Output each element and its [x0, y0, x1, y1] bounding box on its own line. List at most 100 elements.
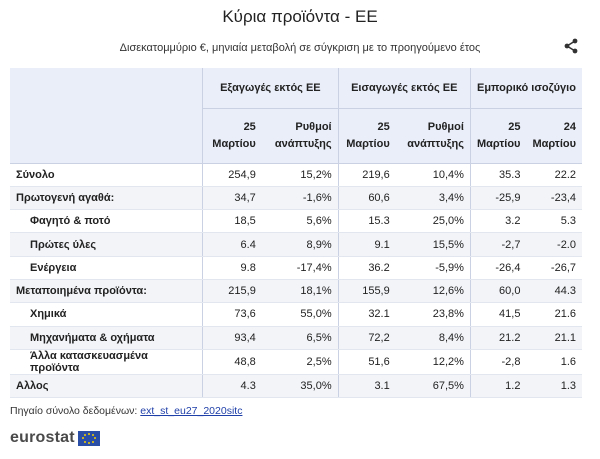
row-label: Ενέργεια: [10, 256, 203, 280]
row-value: 51,6: [337, 349, 396, 375]
row-value: 6,5%: [261, 326, 339, 350]
row-value: 215,9: [202, 279, 262, 304]
row-value: 18,1%: [261, 279, 339, 304]
row-value: 34,7: [202, 186, 262, 211]
row-value: 8,9%: [261, 232, 339, 257]
col-header: 25 Μαρτίου: [469, 108, 527, 163]
row-value: 25,0%: [395, 209, 471, 234]
page-subtitle: Δισεκατομμύριο €, μηνιαία μεταβολή σε σύ…: [119, 42, 481, 54]
eu-flag-icon: [77, 430, 100, 446]
table-row: Μεταποιημένα προϊόντα: 215,9 18,1% 155,9 12,…: [10, 279, 582, 304]
row-label: Μηχανήματα & οχήματα: [10, 326, 203, 350]
row-value: 15.3: [337, 209, 396, 234]
row-value: 12,2%: [395, 349, 471, 375]
row-value: -2,8: [469, 349, 527, 375]
row-value: 41,5: [469, 302, 527, 327]
table-row: Άλλα κατασκευασμένα προϊόντα 48,8 2,5% 51,6…: [10, 349, 582, 375]
row-value: 48,8: [202, 349, 262, 375]
table-row: Φαγητό & ποτό 18,5 5,6% 15.3 25,0% 3.2 5.3: [10, 209, 582, 234]
row-value: 155,9: [337, 279, 396, 304]
trade-table: Εξαγωγές εκτός ΕΕ Εισαγωγές εκτός ΕΕ Εμπ…: [10, 68, 582, 399]
row-label: Χημικά: [10, 302, 203, 327]
table-row: Χημικά 73,6 55,0% 32.1 23,8% 41,5 21.6: [10, 302, 582, 327]
row-value: 1.6: [526, 349, 582, 375]
row-value: 9.1: [337, 232, 396, 257]
source-label: Πηγαίο σύνολο δεδομένων:: [10, 405, 138, 417]
row-value: -26,7: [526, 256, 582, 280]
row-value: 93,4: [202, 326, 262, 350]
col-header: 25 Μαρτίου: [202, 108, 262, 163]
row-value: 3.2: [469, 209, 527, 234]
row-value: 55,0%: [261, 302, 339, 327]
row-label: Μεταποιημένα προϊόντα:: [10, 279, 203, 304]
row-value: 35,0%: [261, 374, 339, 399]
table-row: Μηχανήματα & οχήματα 93,4 6,5% 72,2 8,4% 21.2…: [10, 326, 582, 350]
table-row: Αλλος 4.3 35,0% 3.1 67,5% 1.2 1.3: [10, 374, 582, 399]
row-value: 22.2: [526, 162, 582, 187]
table-row: Πρώτες ύλες 6.4 8,9% 9.1 15,5% -2,7 -2.0: [10, 232, 582, 257]
row-value: 10,4%: [395, 162, 471, 187]
group-exports-header: Εξαγωγές εκτός ΕΕ: [202, 68, 339, 109]
row-value: 15,2%: [261, 162, 339, 187]
row-label: Πρώτες ύλες: [10, 232, 203, 257]
col-header: Ρυθμοί ανάπτυξης: [395, 108, 471, 163]
row-value: 67,5%: [395, 374, 471, 399]
row-value: -17,4%: [261, 256, 339, 280]
row-value: 21.1: [526, 326, 582, 350]
row-value: 3.1: [337, 374, 396, 399]
col-header: Ρυθμοί ανάπτυξης: [261, 108, 339, 163]
row-value: 18,5: [202, 209, 262, 234]
row-value: 219,6: [337, 162, 396, 187]
row-value: 6.4: [202, 232, 262, 257]
subheader-blank: [10, 108, 203, 163]
source-dataset-link[interactable]: ext_st_eu27_2020sitc: [140, 405, 243, 417]
source-dataset: Πηγαίο σύνολο δεδομένων: ext_st_eu27_202…: [10, 405, 242, 417]
row-value: -2,7: [469, 232, 527, 257]
row-value: 72,2: [337, 326, 396, 350]
group-imports-header: Εισαγωγές εκτός ΕΕ: [337, 68, 471, 109]
row-value: 21.2: [469, 326, 527, 350]
row-value: 5.3: [526, 209, 582, 234]
row-value: 23,8%: [395, 302, 471, 327]
row-value: 1.2: [469, 374, 527, 399]
row-value: -23,4: [526, 186, 582, 211]
row-value: 35.3: [469, 162, 527, 187]
group-balance-header: Εμπορικό ισοζύγιο: [469, 68, 582, 109]
row-value: 8,4%: [395, 326, 471, 350]
row-value: 44.3: [526, 279, 582, 304]
table-row: Πρωτογενή αγαθά: 34,7 -1,6% 60,6 3,4% -25,9 -2…: [10, 186, 582, 211]
row-value: 73,6: [202, 302, 262, 327]
row-value: -5,9%: [395, 256, 471, 280]
row-value: 2,5%: [261, 349, 339, 375]
row-value: 15,5%: [395, 232, 471, 257]
row-value: 3,4%: [395, 186, 471, 211]
row-value: -1,6%: [261, 186, 339, 211]
row-value: -26,4: [469, 256, 527, 280]
table-row: Ενέργεια 9.8 -17,4% 36.2 -5,9% -26,4 -26,7: [10, 256, 582, 280]
row-value: 5,6%: [261, 209, 339, 234]
row-value: 12,6%: [395, 279, 471, 304]
row-value: 1.3: [526, 374, 582, 399]
eurostat-logo: eurostat: [10, 428, 100, 448]
table-row: Σύνολο 254,9 15,2% 219,6 10,4% 35.3 22.2: [10, 162, 582, 187]
row-label: Αλλος: [10, 374, 203, 399]
col-header: 25 Μαρτίου: [337, 108, 396, 163]
share-icon[interactable]: [563, 38, 579, 54]
row-value: 21.6: [526, 302, 582, 327]
row-value: 36.2: [337, 256, 396, 280]
row-value: -25,9: [469, 186, 527, 211]
row-label: Φαγητό & ποτό: [10, 209, 203, 234]
row-value: 32.1: [337, 302, 396, 327]
row-value: 254,9: [202, 162, 262, 187]
row-value: 9.8: [202, 256, 262, 280]
row-label: Σύνολο: [10, 162, 203, 187]
row-value: 60,0: [469, 279, 527, 304]
row-label: Πρωτογενή αγαθά:: [10, 186, 203, 211]
row-value: 60,6: [337, 186, 396, 211]
header-blank: [10, 68, 203, 108]
logo-text: eurostat: [10, 429, 75, 446]
row-value: -2.0: [526, 232, 582, 257]
page-title: Κύρια προϊόντα - ΕΕ: [222, 7, 378, 26]
row-label: Άλλα κατασκευασμένα προϊόντα: [10, 349, 203, 375]
row-value: 4.3: [202, 374, 262, 399]
